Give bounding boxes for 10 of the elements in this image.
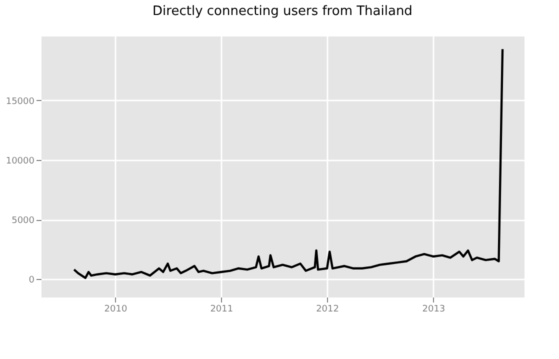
- x-tick-label: 2010: [104, 304, 128, 314]
- y-tick-label: 0: [28, 276, 35, 286]
- x-tick-label: 2012: [316, 304, 339, 314]
- x-tick-label: 2013: [422, 304, 446, 314]
- x-tick-label: 2011: [210, 304, 234, 314]
- line-series: [72, 48, 504, 280]
- y-tick-label: 5000: [12, 216, 35, 226]
- chart-title: Directly connecting users from Thailand: [152, 4, 412, 19]
- y-tick-label: 10000: [6, 156, 35, 166]
- y-tick-label: 15000: [6, 96, 35, 107]
